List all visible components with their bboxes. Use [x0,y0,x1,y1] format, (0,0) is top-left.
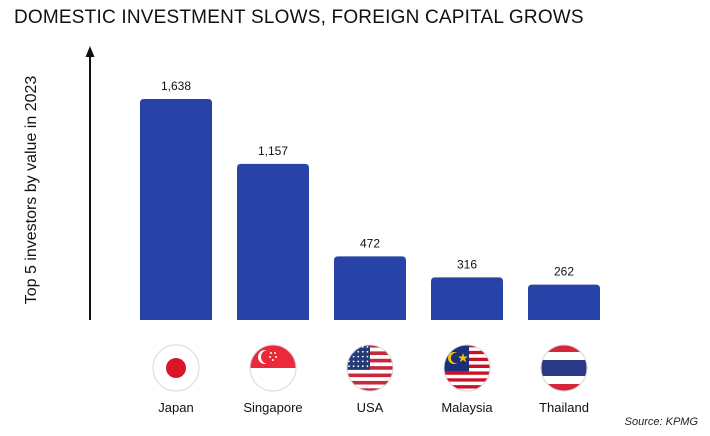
x-tick-label-thailand: Thailand [539,400,589,415]
bar-japan [140,99,212,320]
y-axis-arrow [85,46,95,57]
x-tick-label-usa: USA [356,400,384,415]
x-tick-label-malaysia: Malaysia [441,400,493,415]
chart-title: DOMESTIC INVESTMENT SLOWS, FOREIGN CAPIT… [14,7,584,28]
bar-usa [334,256,406,320]
source-note: Source: KPMG [624,416,698,428]
data-label-usa: 472 [360,236,380,250]
data-label-japan: 1,638 [161,79,191,93]
malaysia-flag-icon [443,344,491,392]
japan-flag-icon [152,344,200,392]
data-label-thailand: 262 [554,265,574,279]
usa-flag-icon [346,344,394,392]
bar-thailand [528,284,600,320]
x-tick-label-singapore: Singapore [243,400,303,415]
singapore-flag-icon [249,344,297,392]
bar-singapore [237,163,309,320]
thailand-flag-icon [540,344,588,392]
data-label-singapore: 1,157 [258,144,288,158]
data-label-malaysia: 316 [457,257,477,271]
x-tick-label-japan: Japan [158,400,194,415]
bar-malaysia [431,277,503,320]
